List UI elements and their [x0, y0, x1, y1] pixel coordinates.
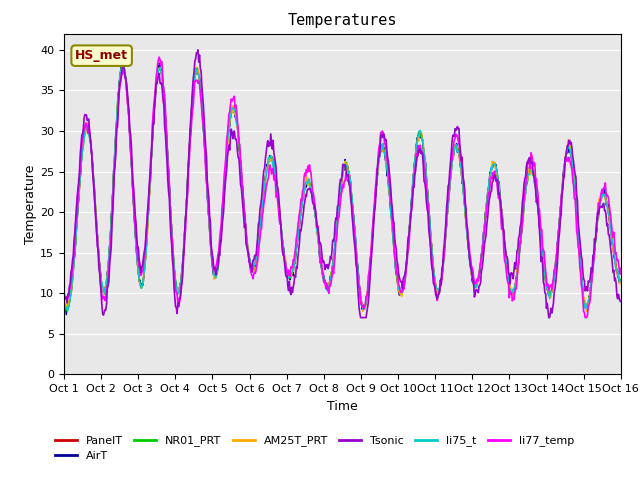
li75_t — [71, 250, 79, 256]
PanelT — [118, 60, 126, 65]
Tsonic — [60, 289, 68, 295]
AM25T_PRT — [428, 245, 436, 251]
Tsonic — [184, 171, 192, 177]
AM25T_PRT — [70, 259, 78, 265]
AM25T_PRT — [185, 159, 193, 165]
NR01_PRT — [428, 246, 436, 252]
AM25T_PRT — [412, 152, 419, 157]
AM25T_PRT — [60, 302, 68, 308]
li77_temp — [185, 165, 193, 170]
li75_t — [120, 62, 127, 68]
AirT — [71, 252, 79, 258]
AirT — [63, 312, 70, 317]
Text: HS_met: HS_met — [75, 49, 128, 62]
NR01_PRT — [118, 60, 126, 66]
Tsonic — [70, 237, 78, 243]
PanelT — [617, 280, 625, 286]
AirT — [118, 60, 126, 66]
Line: li77_temp: li77_temp — [64, 57, 621, 318]
AM25T_PRT — [214, 261, 222, 266]
NR01_PRT — [60, 300, 68, 305]
Line: li75_t: li75_t — [64, 65, 621, 311]
Line: NR01_PRT: NR01_PRT — [64, 63, 621, 311]
Line: AM25T_PRT: AM25T_PRT — [64, 64, 621, 312]
PanelT — [71, 249, 79, 254]
AM25T_PRT — [118, 61, 126, 67]
Tsonic — [214, 263, 222, 269]
AirT — [412, 156, 419, 162]
PanelT — [215, 256, 223, 262]
AM25T_PRT — [617, 279, 625, 285]
X-axis label: Time: Time — [327, 400, 358, 413]
li75_t — [215, 256, 223, 262]
PanelT — [61, 306, 69, 312]
NR01_PRT — [71, 247, 79, 252]
li75_t — [617, 278, 625, 284]
NR01_PRT — [215, 256, 223, 262]
NR01_PRT — [412, 153, 419, 159]
Tsonic — [617, 299, 625, 304]
li75_t — [60, 300, 68, 306]
Legend: PanelT, AirT, NR01_PRT, AM25T_PRT, Tsonic, li75_t, li77_temp: PanelT, AirT, NR01_PRT, AM25T_PRT, Tsoni… — [51, 431, 579, 466]
AirT — [129, 190, 137, 195]
li77_temp — [428, 247, 435, 252]
AirT — [215, 252, 223, 258]
AM25T_PRT — [128, 174, 136, 180]
NR01_PRT — [186, 142, 193, 148]
NR01_PRT — [63, 308, 70, 314]
li77_temp — [70, 250, 78, 256]
li77_temp — [214, 252, 222, 257]
li77_temp — [411, 168, 419, 174]
Title: Temperatures: Temperatures — [287, 13, 397, 28]
li75_t — [186, 146, 193, 152]
PanelT — [412, 150, 419, 156]
li77_temp — [60, 289, 68, 295]
li77_temp — [617, 265, 625, 271]
PanelT — [60, 299, 68, 304]
Tsonic — [428, 265, 436, 271]
AM25T_PRT — [359, 309, 367, 314]
li75_t — [428, 246, 436, 252]
NR01_PRT — [617, 276, 625, 282]
NR01_PRT — [129, 189, 137, 194]
li75_t — [64, 308, 72, 313]
AirT — [428, 242, 436, 248]
PanelT — [129, 192, 137, 197]
Line: Tsonic: Tsonic — [64, 50, 621, 318]
li75_t — [129, 188, 137, 193]
li75_t — [412, 151, 419, 157]
PanelT — [428, 249, 436, 255]
Tsonic — [194, 47, 202, 53]
Line: AirT: AirT — [64, 63, 621, 314]
AirT — [60, 296, 68, 301]
Tsonic — [412, 168, 419, 173]
Y-axis label: Temperature: Temperature — [24, 164, 37, 244]
AirT — [617, 278, 625, 284]
PanelT — [186, 143, 193, 148]
li77_temp — [582, 315, 590, 321]
Line: PanelT: PanelT — [64, 62, 621, 309]
li77_temp — [127, 157, 135, 163]
Tsonic — [356, 315, 364, 321]
Tsonic — [127, 143, 135, 148]
AirT — [186, 143, 193, 148]
li77_temp — [156, 54, 163, 60]
